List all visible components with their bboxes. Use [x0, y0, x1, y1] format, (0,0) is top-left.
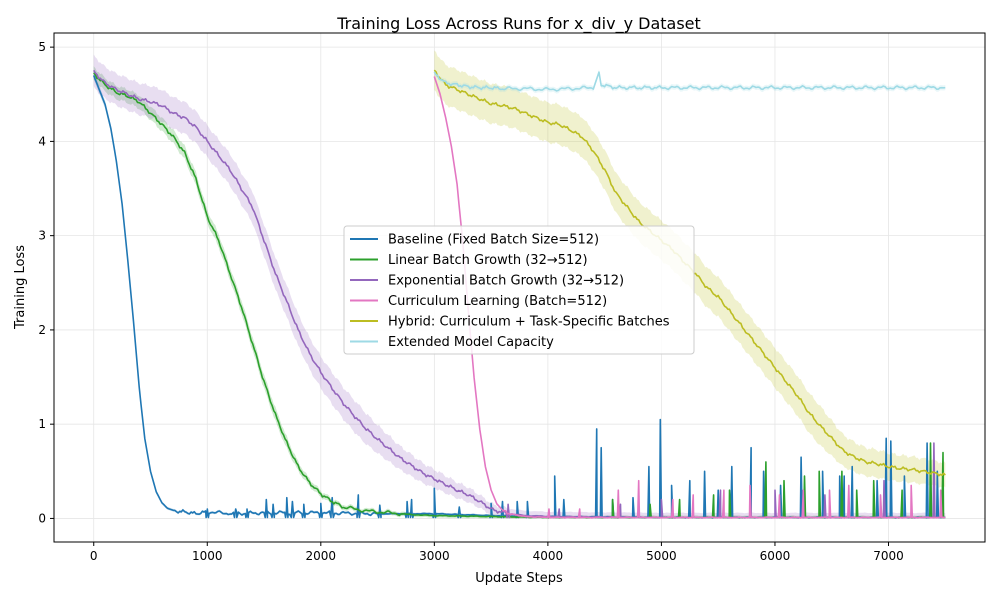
chart-title: Training Loss Across Runs for x_div_y Da… [336, 14, 701, 34]
legend-label-2: Exponential Batch Growth (32→512) [388, 274, 624, 289]
series-line-5 [433, 71, 946, 92]
legend: Baseline (Fixed Batch Size=512) Linear Ba… [343, 225, 695, 355]
x-tick-label: 6000 [760, 549, 791, 563]
x-tick-label: 1000 [192, 549, 223, 563]
y-tick-label: 4 [38, 134, 46, 148]
x-tick-label: 7000 [873, 549, 904, 563]
legend-label-1: Linear Batch Growth (32→512) [388, 253, 588, 268]
legend-label-5: Extended Model Capacity [388, 335, 554, 350]
legend-label-4: Hybrid: Curriculum + Task-Specific Batch… [388, 315, 670, 330]
y-tick-label: 5 [38, 40, 46, 54]
legend-box [343, 225, 695, 355]
legend-label-0: Baseline (Fixed Batch Size=512) [388, 233, 599, 248]
series-lines [92, 69, 946, 519]
y-tick-label: 0 [38, 511, 46, 525]
y-tick-label: 3 [38, 229, 46, 243]
y-tick-label: 2 [38, 323, 46, 337]
x-tick-label: 5000 [646, 549, 677, 563]
axis-ticks: 0 1000 2000 3000 4000 5000 6000 7000 0 1 2 3 4 5 [38, 40, 903, 563]
x-tick-label: 2000 [306, 549, 337, 563]
x-tick-label: 3000 [419, 549, 450, 563]
series-band-5 [434, 69, 946, 94]
series-line-3 [433, 76, 946, 519]
x-axis-label: Update Steps [475, 571, 563, 586]
y-tick-label: 1 [38, 417, 46, 431]
x-tick-label: 0 [90, 549, 98, 563]
x-tick-label: 4000 [533, 549, 564, 563]
y-axis-label: Training Loss [13, 245, 28, 330]
series-band-2 [93, 54, 946, 519]
plot-area-frame [53, 32, 986, 543]
legend-label-3: Curriculum Learning (Batch=512) [388, 294, 607, 309]
